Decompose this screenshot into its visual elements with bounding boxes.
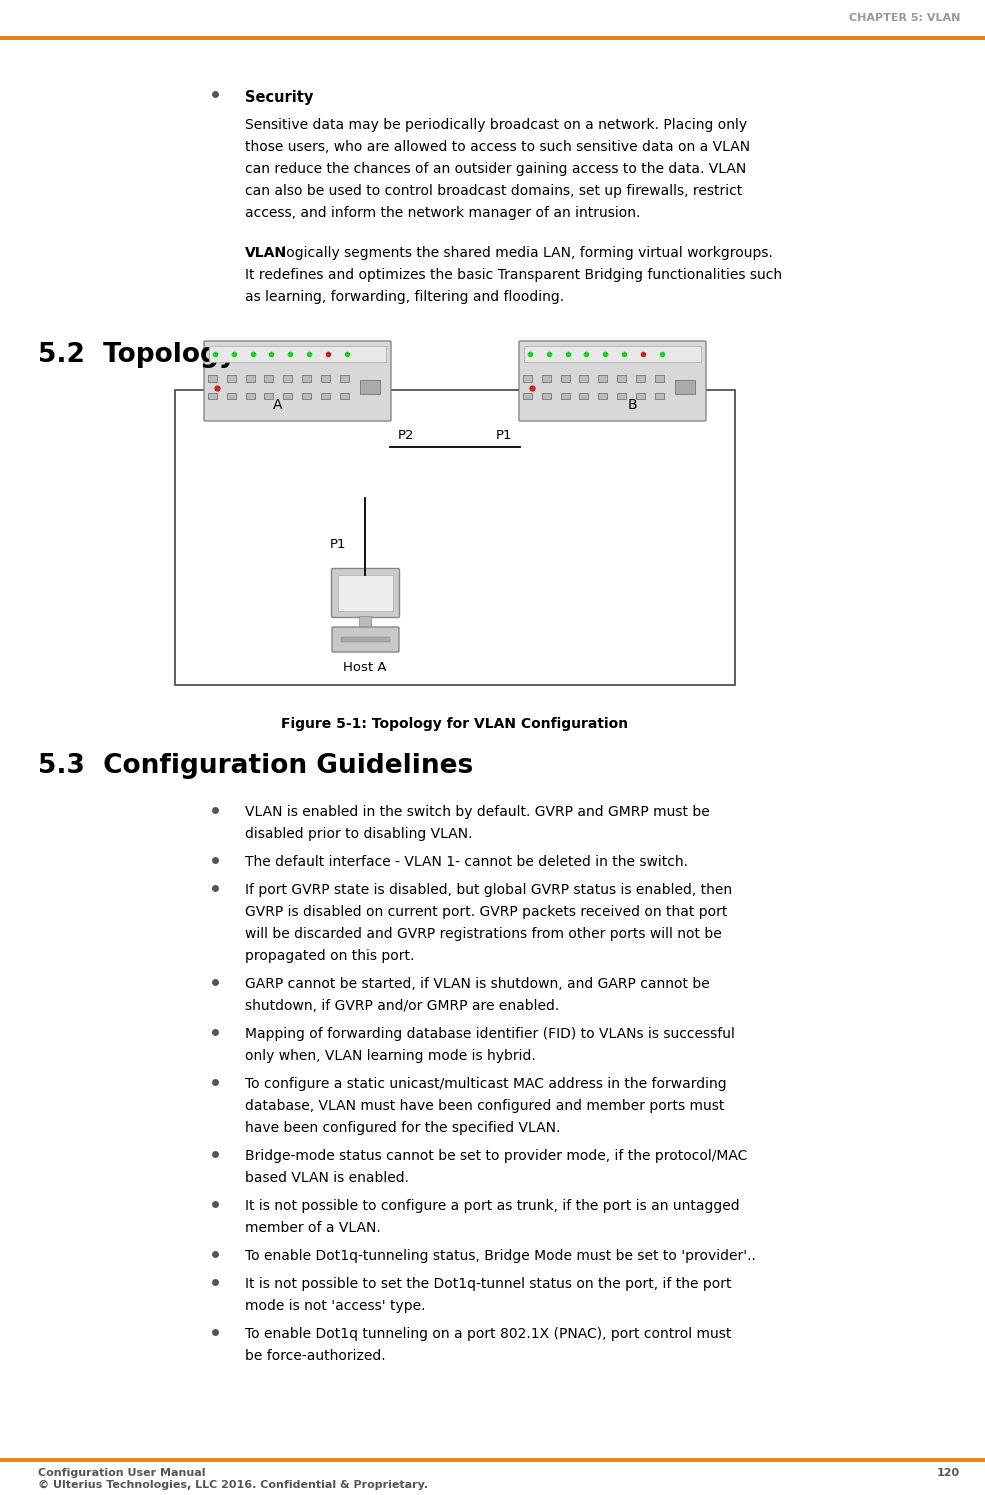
Text: mode is not 'access' type.: mode is not 'access' type. (245, 1299, 426, 1313)
Text: Host A: Host A (343, 661, 387, 674)
Text: It is not possible to set the Dot1q-tunnel status on the port, if the port: It is not possible to set the Dot1q-tunn… (245, 1277, 732, 1292)
Text: disabled prior to disabling VLAN.: disabled prior to disabling VLAN. (245, 827, 473, 842)
Text: It is not possible to configure a port as trunk, if the port is an untagged: It is not possible to configure a port a… (245, 1199, 740, 1212)
Text: shutdown, if GVRP and/or GMRP are enabled.: shutdown, if GVRP and/or GMRP are enable… (245, 999, 559, 1014)
Bar (264, 375, 274, 383)
Text: To enable Dot1q tunneling on a port 802.1X (PNAC), port control must: To enable Dot1q tunneling on a port 802.… (245, 1328, 732, 1341)
Bar (655, 375, 664, 383)
Bar (523, 393, 532, 399)
Text: The default interface - VLAN 1- cannot be deleted in the switch.: The default interface - VLAN 1- cannot b… (245, 855, 688, 869)
Text: Bridge-mode status cannot be set to provider mode, if the protocol/MAC: Bridge-mode status cannot be set to prov… (245, 1150, 748, 1163)
Text: B: B (627, 398, 637, 413)
Bar (636, 393, 645, 399)
Text: Configuration User Manual: Configuration User Manual (38, 1468, 206, 1479)
Bar (360, 380, 380, 395)
Bar (618, 393, 626, 399)
Bar (227, 393, 235, 399)
Text: If port GVRP state is disabled, but global GVRP status is enabled, then: If port GVRP state is disabled, but glob… (245, 884, 732, 897)
Bar (523, 375, 532, 383)
Text: GVRP is disabled on current port. GVRP packets received on that port: GVRP is disabled on current port. GVRP p… (245, 904, 727, 919)
FancyBboxPatch shape (332, 626, 399, 652)
Text: can also be used to control broadcast domains, set up firewalls, restrict: can also be used to control broadcast do… (245, 184, 743, 197)
Text: 5.3  Configuration Guidelines: 5.3 Configuration Guidelines (38, 753, 473, 779)
Bar (598, 375, 608, 383)
Bar (175, 390, 735, 685)
FancyBboxPatch shape (519, 341, 706, 422)
Text: database, VLAN must have been configured and member ports must: database, VLAN must have been configured… (245, 1099, 724, 1112)
Text: CHAPTER 5: VLAN: CHAPTER 5: VLAN (849, 13, 960, 22)
Text: member of a VLAN.: member of a VLAN. (245, 1221, 381, 1235)
Bar (560, 393, 569, 399)
Bar (245, 393, 255, 399)
Bar (579, 393, 588, 399)
Bar (524, 345, 701, 362)
Text: To enable Dot1q-tunneling status, Bridge Mode must be set to 'provider'..: To enable Dot1q-tunneling status, Bridge… (245, 1248, 755, 1263)
Text: only when, VLAN learning mode is hybrid.: only when, VLAN learning mode is hybrid. (245, 1049, 536, 1063)
Text: GARP cannot be started, if VLAN is shutdown, and GARP cannot be: GARP cannot be started, if VLAN is shutd… (245, 978, 710, 991)
Bar (209, 345, 386, 362)
Text: P1: P1 (330, 538, 347, 552)
FancyBboxPatch shape (332, 568, 400, 617)
Bar (560, 375, 569, 383)
Bar (264, 393, 274, 399)
Bar (542, 393, 551, 399)
Text: will be discarded and GVRP registrations from other ports will not be: will be discarded and GVRP registrations… (245, 927, 722, 940)
Text: can reduce the chances of an outsider gaining access to the data. VLAN: can reduce the chances of an outsider ga… (245, 161, 747, 176)
Bar (542, 375, 551, 383)
Text: 120: 120 (937, 1468, 960, 1479)
Bar (284, 375, 293, 383)
Text: based VLAN is enabled.: based VLAN is enabled. (245, 1171, 409, 1186)
Text: logically segments the shared media LAN, forming virtual workgroups.: logically segments the shared media LAN,… (278, 247, 773, 260)
Text: be force-authorized.: be force-authorized. (245, 1348, 385, 1363)
Text: © Ulterius Technologies, LLC 2016. Confidential & Proprietary.: © Ulterius Technologies, LLC 2016. Confi… (38, 1480, 428, 1491)
Text: as learning, forwarding, filtering and flooding.: as learning, forwarding, filtering and f… (245, 290, 564, 303)
Bar (341, 637, 390, 641)
Bar (321, 393, 330, 399)
Bar (340, 393, 349, 399)
Bar (302, 393, 311, 399)
Bar (284, 393, 293, 399)
Bar (618, 375, 626, 383)
Bar (227, 375, 235, 383)
Text: A: A (273, 398, 283, 413)
Bar (598, 393, 608, 399)
Text: Mapping of forwarding database identifier (FID) to VLANs is successful: Mapping of forwarding database identifie… (245, 1027, 735, 1041)
Bar (302, 375, 311, 383)
Bar (359, 616, 371, 628)
Bar (208, 393, 217, 399)
Text: It redefines and optimizes the basic Transparent Bridging functionalities such: It redefines and optimizes the basic Tra… (245, 268, 782, 283)
Text: To configure a static unicast/multicast MAC address in the forwarding: To configure a static unicast/multicast … (245, 1076, 727, 1091)
Text: Figure 5-1: Topology for VLAN Configuration: Figure 5-1: Topology for VLAN Configurat… (282, 718, 628, 731)
Bar (636, 375, 645, 383)
Text: P2: P2 (398, 429, 415, 443)
Text: have been configured for the specified VLAN.: have been configured for the specified V… (245, 1121, 560, 1135)
Text: Sensitive data may be periodically broadcast on a network. Placing only: Sensitive data may be periodically broad… (245, 118, 748, 132)
Bar (208, 375, 217, 383)
Text: VLAN is enabled in the switch by default. GVRP and GMRP must be: VLAN is enabled in the switch by default… (245, 804, 710, 819)
Text: propagated on this port.: propagated on this port. (245, 949, 415, 963)
Text: VLAN: VLAN (245, 247, 287, 260)
Bar (655, 393, 664, 399)
Text: Security: Security (245, 90, 313, 105)
Bar (340, 375, 349, 383)
Bar (338, 576, 393, 611)
Bar (579, 375, 588, 383)
Text: 5.2  Topology: 5.2 Topology (38, 342, 236, 368)
Bar (245, 375, 255, 383)
Text: P1: P1 (495, 429, 512, 443)
FancyBboxPatch shape (204, 341, 391, 422)
Bar (321, 375, 330, 383)
Text: access, and inform the network manager of an intrusion.: access, and inform the network manager o… (245, 206, 640, 220)
Bar (675, 380, 695, 395)
Text: those users, who are allowed to access to such sensitive data on a VLAN: those users, who are allowed to access t… (245, 141, 751, 154)
